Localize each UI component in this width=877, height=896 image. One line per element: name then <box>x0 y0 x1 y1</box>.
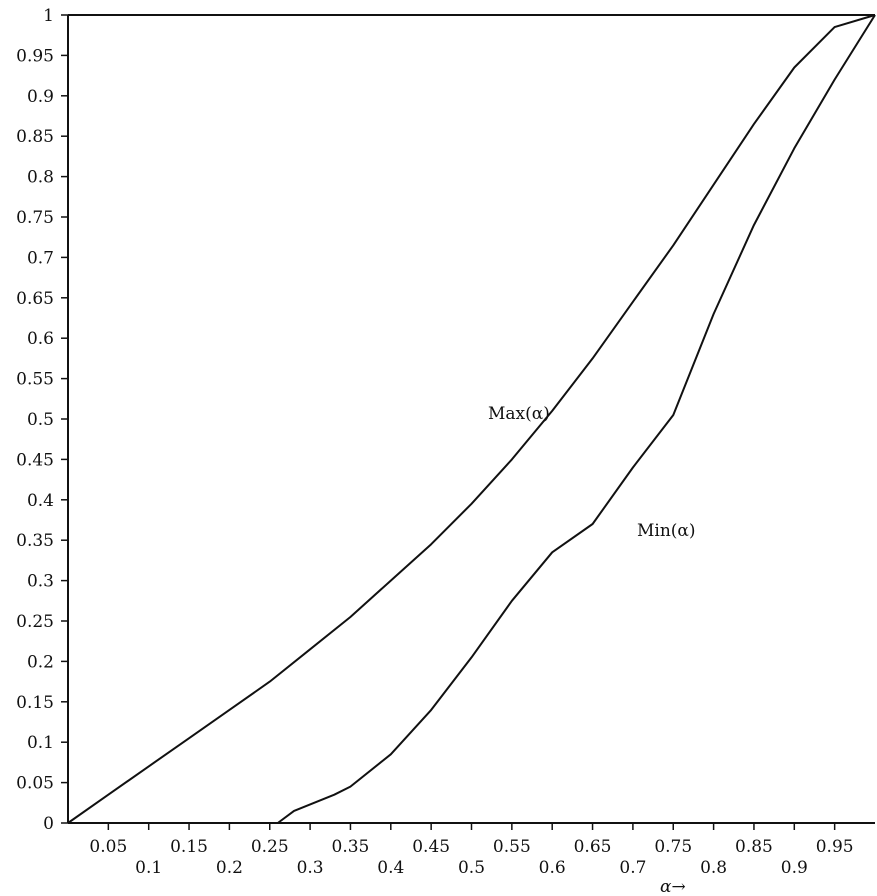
y-tick-label: 0.45 <box>16 450 54 470</box>
plot-area: 0.050.10.150.20.250.30.350.40.450.50.550… <box>16 6 876 896</box>
x-axis-title: α→ <box>660 877 686 896</box>
y-tick-label: 0.95 <box>16 46 54 66</box>
y-tick-label: 0.7 <box>27 248 54 268</box>
x-tick-label: 0.7 <box>619 858 646 878</box>
x-tick-label: 0.55 <box>493 837 531 857</box>
x-tick-label: 0.65 <box>574 837 612 857</box>
x-tick-label: 0.45 <box>412 837 450 857</box>
y-tick-label: 0.55 <box>16 370 54 390</box>
series-line-min <box>277 14 876 824</box>
y-tick-label: 0.9 <box>27 87 54 107</box>
y-tick-label: 0.4 <box>27 491 54 511</box>
y-tick-label: 0.75 <box>16 208 54 228</box>
y-tick-label: 0.3 <box>27 572 54 592</box>
series-label-max: Max(α) <box>488 404 550 424</box>
y-tick-label: 0.1 <box>27 733 54 753</box>
x-tick-label: 0.35 <box>332 837 370 857</box>
y-tick-label: 1 <box>43 6 54 26</box>
y-tick-label: 0.15 <box>16 693 54 713</box>
x-tick-label: 0.5 <box>458 858 485 878</box>
series-label-min: Min(α) <box>637 521 696 541</box>
x-tick-label: 0.15 <box>170 837 208 857</box>
x-tick-label: 0.4 <box>377 858 404 878</box>
x-tick-label: 0.25 <box>251 837 289 857</box>
x-tick-label: 0.6 <box>539 858 566 878</box>
y-tick-label: 0.2 <box>27 652 54 672</box>
y-tick-label: 0.65 <box>16 289 54 309</box>
series-line-max <box>67 14 876 824</box>
x-tick-label: 0.2 <box>216 858 243 878</box>
x-tick-label: 0.05 <box>89 837 127 857</box>
y-tick-label: 0.85 <box>16 127 54 147</box>
x-tick-label: 0.9 <box>781 858 808 878</box>
y-tick-label: 0 <box>43 814 54 834</box>
x-tick-label: 0.8 <box>700 858 727 878</box>
x-tick-label: 0.95 <box>816 837 854 857</box>
curves <box>67 14 876 824</box>
x-tick-label: 0.1 <box>135 858 162 878</box>
x-ticks: 0.05 0.1 0.15 0.2 0.25 0.3 0.35 0.4 0.45 0.5 0.55 0… <box>89 823 854 878</box>
y-tick-label: 0.6 <box>27 329 54 349</box>
y-tick-label: 0.25 <box>16 612 54 632</box>
y-tick-label: 0.35 <box>16 531 54 551</box>
y-tick-label: 0.8 <box>27 168 54 188</box>
x-tick-label: 0.3 <box>297 858 324 878</box>
y-tick-label: 0.05 <box>16 774 54 794</box>
x-tick-label: 0.85 <box>735 837 773 857</box>
x-tick-label: 0.75 <box>654 837 692 857</box>
y-ticks: 0 0.05 0.1 0.15 0.2 0.25 0.3 0.35 0.4 0.45 0.5 0.55… <box>16 6 68 834</box>
y-tick-label: 0.5 <box>27 410 54 430</box>
